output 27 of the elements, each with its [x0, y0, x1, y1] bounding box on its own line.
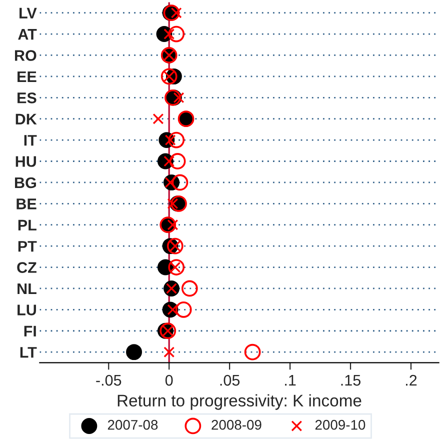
y-tick-label: LT: [20, 347, 37, 358]
legend-label: 2007-08: [108, 420, 158, 430]
y-tick-label: IT: [24, 135, 37, 146]
x-tick-label: .15: [341, 375, 360, 386]
x-tick-label: -.05: [96, 374, 122, 386]
y-tick-label: HU: [16, 156, 36, 167]
y-tick-label: AT: [18, 29, 37, 40]
y-tick-label: ES: [18, 92, 36, 104]
legend-label: 2009-10: [315, 420, 366, 430]
x-tick-label: .05: [220, 374, 240, 386]
y-tick-label: DK: [16, 114, 37, 124]
y-tick-label: PL: [18, 220, 36, 230]
y-tick-label: FI: [24, 326, 36, 336]
x-tick-label: .2: [406, 374, 417, 386]
y-tick-label: CZ: [17, 262, 36, 273]
y-tick-label: RO: [15, 50, 36, 61]
y-tick-label: BG: [15, 177, 36, 188]
x-tick-label: .1: [285, 375, 296, 386]
y-tick-label: EE: [18, 71, 36, 82]
y-tick-label: BE: [16, 198, 36, 210]
x-tick-label: 0: [165, 374, 173, 386]
legend-label: 2008-09: [212, 420, 262, 430]
y-tick-label: LV: [20, 8, 37, 18]
x-axis-title: Return to progressivity: K income: [118, 394, 362, 410]
y-tick-label: NL: [18, 283, 36, 294]
y-tick-label: LU: [18, 304, 36, 316]
y-tick-label: PT: [18, 241, 37, 252]
